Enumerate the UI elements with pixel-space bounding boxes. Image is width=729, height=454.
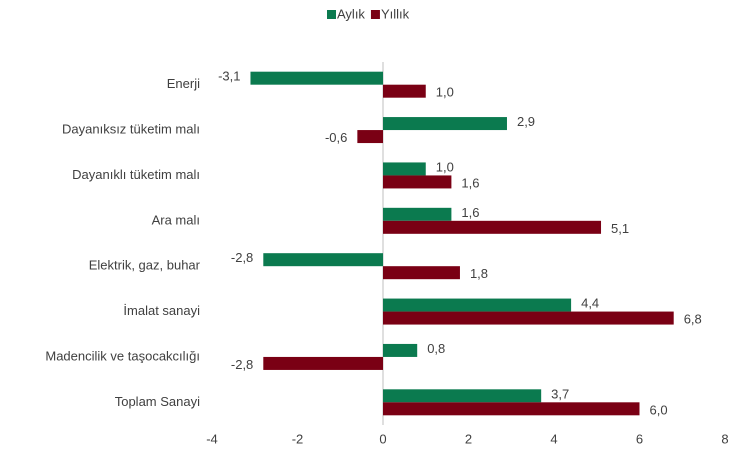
value-label: 1,6 [461,175,479,190]
value-label: 1,6 [461,205,479,220]
value-label: 1,0 [436,159,454,174]
bar [250,71,383,85]
legend-label: Aylık [337,6,365,21]
bar [383,162,426,176]
x-tick-label: -2 [292,431,304,446]
category-label: Enerji [167,76,200,91]
value-label: 6,8 [684,312,702,327]
category-label: Dayanıksız tüketim malı [62,122,200,137]
value-label: 5,1 [611,221,629,236]
bar [383,311,674,325]
value-label: -3,1 [218,69,240,84]
category-label: Dayanıklı tüketim malı [72,167,200,182]
legend-label: Yıllık [381,6,410,21]
value-label: 2,9 [517,114,535,129]
value-label: 1,8 [470,266,488,281]
bar [383,84,426,98]
legend-swatch [370,10,380,19]
value-label: 1,0 [436,85,454,100]
bar [263,356,383,370]
value-label: 6,0 [650,402,668,417]
bar [383,343,418,357]
bar [383,266,460,280]
bar [383,117,507,131]
value-label: 4,4 [581,296,599,311]
value-label: -2,8 [231,357,253,372]
category-label: Toplam Sanayi [115,394,200,409]
bar [357,130,383,144]
bar [383,298,572,312]
value-label: 0,8 [427,341,445,356]
category-label: Madencilik ve taşocakcılığı [45,348,200,363]
bar [383,207,452,221]
x-tick-label: 2 [465,431,472,446]
bar [383,175,452,189]
value-label: -2,8 [231,250,253,265]
bar [383,220,602,234]
bar [383,402,640,416]
x-tick-label: 4 [550,431,557,446]
category-label: Elektrik, gaz, buhar [89,258,201,273]
x-tick-label: 0 [379,431,386,446]
value-label: 3,7 [551,386,569,401]
x-tick-label: -4 [206,431,218,446]
bar [383,389,542,403]
legend-swatch [327,10,336,19]
x-tick-label: 6 [636,431,643,446]
category-label: İmalat sanayi [123,303,200,318]
category-label: Ara malı [152,212,200,227]
value-label: -0,6 [325,130,347,145]
x-tick-label: 8 [721,431,728,446]
bar [263,253,383,267]
